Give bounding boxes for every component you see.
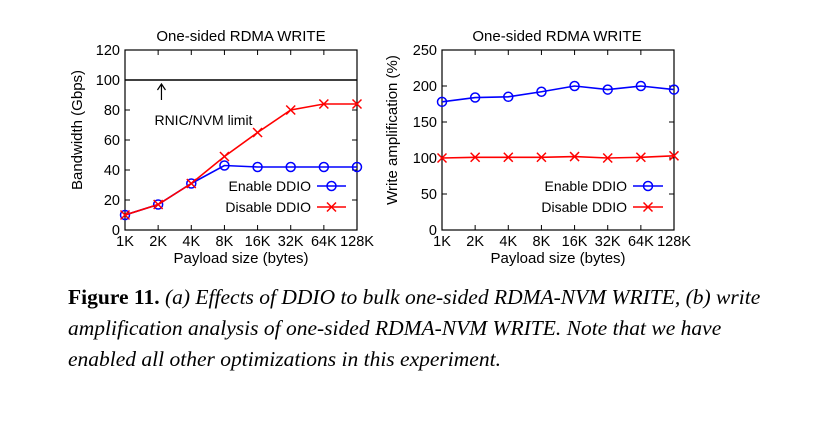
data-point — [469, 92, 481, 103]
data-point — [536, 152, 547, 163]
data-point — [602, 84, 613, 95]
x-tick-label: 32K — [278, 234, 304, 250]
x-tick-label: 16K — [245, 234, 271, 250]
data-point — [318, 98, 329, 110]
y-axis-label: Write amplification (%) — [384, 55, 401, 205]
x-axis-label: Payload size (bytes) — [173, 250, 308, 267]
plot-frame — [441, 49, 675, 231]
data-point — [635, 80, 647, 92]
bandwidth-chart: One-sided RDMA WRITE 0 20 40 60 80 100 120 1K 2K 4… — [69, 28, 374, 267]
data-point — [252, 127, 263, 138]
write-amplification-chart: One-sided RDMA WRITE 0 50 100 150 200 250 1K 2K 4… — [384, 28, 691, 267]
y-tick-label: 120 — [96, 43, 120, 59]
legend-marker — [326, 180, 337, 192]
data-point — [436, 152, 448, 164]
y-tick-label: 40 — [104, 163, 120, 179]
data-point — [503, 91, 514, 103]
data-point — [536, 86, 547, 98]
data-point — [285, 104, 296, 116]
data-point — [569, 151, 580, 162]
data-point — [186, 178, 197, 189]
data-point — [470, 152, 481, 163]
data-point — [436, 96, 448, 108]
y-tick-label: 250 — [413, 43, 437, 59]
data-point — [119, 209, 131, 221]
x-tick-label: 4K — [499, 234, 517, 250]
legend-marker — [642, 201, 654, 213]
y-tick-label: 100 — [413, 151, 437, 167]
x-axis-label: Payload size (bytes) — [490, 250, 625, 267]
y-tick-label: 60 — [104, 133, 120, 149]
data-point — [285, 161, 296, 173]
y-tick-label: 100 — [96, 73, 120, 89]
y-axis-label: Bandwidth (Gbps) — [69, 70, 86, 190]
x-tick-label: 4K — [182, 234, 200, 250]
data-point — [569, 80, 580, 92]
y-tick-label: 150 — [413, 115, 437, 131]
x-tick-label: 64K — [311, 234, 337, 250]
y-tick-label: 50 — [421, 187, 437, 203]
figure-caption: Figure 11. (a) Effects of DDIO to bulk o… — [68, 282, 768, 375]
y-tick-label: 80 — [104, 103, 120, 119]
x-tick-label: 1K — [116, 234, 134, 250]
data-point — [252, 161, 263, 173]
x-tick-label: 64K — [628, 234, 654, 250]
legend-marker — [642, 180, 654, 192]
legend-marker — [326, 201, 337, 213]
series-line — [441, 85, 675, 103]
x-tick-label: 1K — [433, 234, 451, 250]
caption-label: Figure 11. — [68, 285, 160, 309]
x-tick-label: 128K — [657, 234, 691, 250]
annotation-arrow-head — [156, 82, 166, 91]
chart-title: One-sided RDMA WRITE — [472, 28, 641, 45]
data-point — [602, 152, 613, 164]
x-tick-label: 2K — [149, 234, 167, 250]
data-point — [153, 199, 164, 210]
legend-label: Disable DDIO — [541, 199, 627, 215]
chart-title: One-sided RDMA WRITE — [156, 28, 325, 45]
data-point — [186, 178, 197, 189]
x-tick-label: 16K — [562, 234, 588, 250]
y-tick-label: 0 — [112, 223, 120, 239]
x-tick-label: 8K — [533, 234, 551, 250]
data-point — [668, 84, 680, 95]
legend-label: Disable DDIO — [225, 199, 311, 215]
annotation-text: RNIC/NVM limit — [154, 112, 252, 128]
data-point — [503, 152, 514, 163]
y-tick-label: 0 — [429, 223, 437, 239]
legend-label: Enable DDIO — [229, 178, 312, 194]
data-point — [152, 199, 164, 210]
data-point — [351, 161, 363, 173]
caption-text: (a) Effects of DDIO to bulk one-sided RD… — [68, 285, 761, 371]
data-point — [668, 150, 680, 161]
y-tick-label: 200 — [413, 79, 437, 95]
data-point — [119, 209, 131, 221]
data-point — [635, 152, 646, 163]
x-tick-label: 32K — [595, 234, 621, 250]
legend-label: Enable DDIO — [545, 178, 628, 194]
data-point — [318, 161, 330, 173]
y-tick-label: 20 — [104, 193, 120, 209]
data-point — [351, 98, 363, 110]
x-tick-label: 128K — [340, 234, 374, 250]
x-tick-label: 8K — [216, 234, 234, 250]
x-tick-label: 2K — [466, 234, 484, 250]
data-point — [219, 151, 230, 162]
series-line — [441, 155, 675, 159]
series-line — [124, 103, 357, 216]
data-point — [219, 160, 230, 171]
